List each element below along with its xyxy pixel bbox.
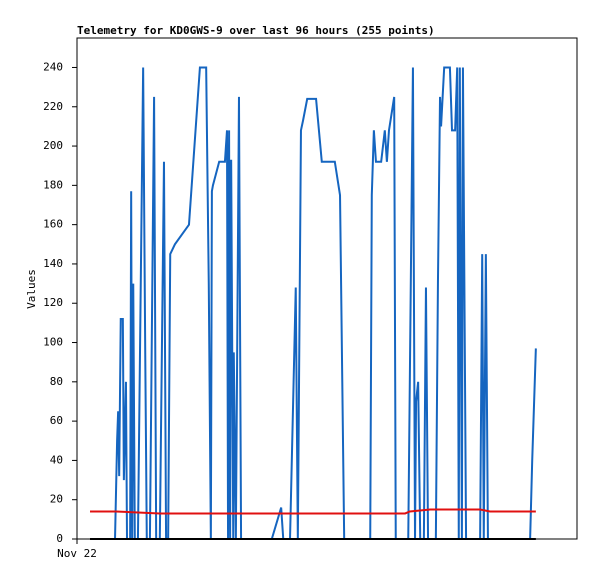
y-tick-label: 160 <box>43 218 63 231</box>
y-tick-label: 240 <box>43 60 63 73</box>
x-tick-label: Nov 22 <box>57 547 97 560</box>
y-axis-label: Values <box>25 269 38 309</box>
y-tick-label: 200 <box>43 139 63 152</box>
y-tick-label: 80 <box>50 375 63 388</box>
chart-title: Telemetry for KD0GWS-9 over last 96 hour… <box>77 24 435 37</box>
series-line <box>90 508 536 515</box>
y-tick-label: 180 <box>43 178 63 191</box>
series-line <box>114 66 537 540</box>
y-tick-label: 100 <box>43 336 63 349</box>
y-tick-label: 120 <box>43 296 63 309</box>
y-tick-label: 220 <box>43 100 63 113</box>
y-tick-label: 140 <box>43 257 63 270</box>
y-tick-label: 20 <box>50 493 63 506</box>
y-tick-label: 40 <box>50 453 63 466</box>
y-tick-label: 0 <box>56 532 63 545</box>
y-tick-label: 60 <box>50 414 63 427</box>
